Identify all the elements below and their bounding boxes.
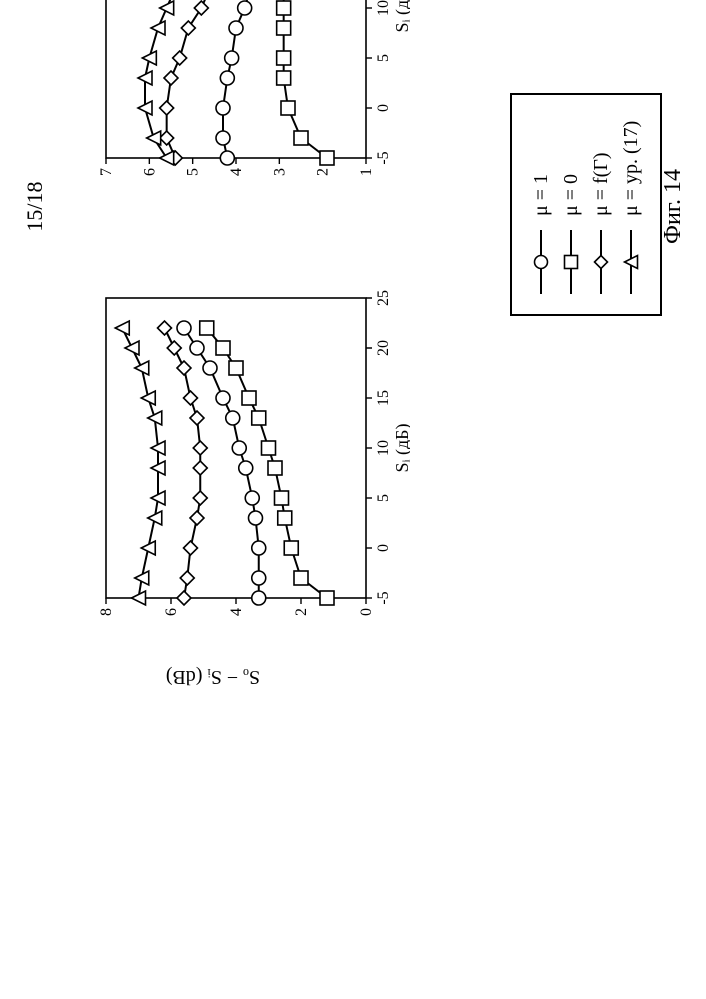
svg-text:3: 3 — [271, 168, 288, 176]
svg-text:15: 15 — [375, 390, 392, 406]
legend-label: μ = 0 — [560, 174, 583, 216]
legend-label: μ = f(Γ) — [590, 152, 613, 216]
legend: μ = 1 μ = 0 μ = f(Γ) μ = ур. (17) — [510, 93, 662, 316]
svg-text:7: 7 — [98, 168, 115, 176]
circle-icon — [530, 228, 552, 296]
svg-text:5: 5 — [375, 54, 392, 62]
svg-text:10: 10 — [375, 0, 392, 16]
legend-label: μ = ур. (17) — [620, 121, 643, 216]
page-number: 15/18 — [22, 0, 48, 706]
triangle-icon — [620, 228, 642, 296]
svg-text:0: 0 — [375, 544, 392, 552]
svg-text:6: 6 — [163, 608, 180, 616]
diamond-icon — [590, 228, 612, 296]
svg-text:0: 0 — [358, 608, 375, 616]
chart-right-svg: -505101520251234567Sᵢ (дБ) — [90, 0, 410, 206]
svg-text:8: 8 — [98, 608, 115, 616]
svg-text:4: 4 — [228, 168, 245, 176]
svg-text:6: 6 — [141, 168, 158, 176]
svg-text:1: 1 — [358, 168, 375, 176]
chart-left-svg: -5051015202502468Sᵢ (дБ) — [90, 286, 410, 646]
svg-text:-5: -5 — [375, 151, 392, 164]
legend-row: μ = 1 — [526, 121, 556, 296]
svg-text:-5: -5 — [375, 591, 392, 604]
svg-text:Sᵢ (дБ): Sᵢ (дБ) — [392, 0, 410, 32]
svg-text:4: 4 — [228, 608, 245, 616]
svg-text:2: 2 — [315, 168, 332, 176]
legend-row: μ = 0 — [556, 121, 586, 296]
charts-row: -5051015202502468Sᵢ (дБ) -50510152025123… — [90, 0, 410, 646]
svg-text:5: 5 — [185, 168, 202, 176]
svg-text:2: 2 — [293, 608, 310, 616]
svg-text:10: 10 — [375, 440, 392, 456]
square-icon — [560, 228, 582, 296]
legend-row: μ = f(Γ) — [586, 121, 616, 296]
svg-text:0: 0 — [375, 104, 392, 112]
svg-text:5: 5 — [375, 494, 392, 502]
chart-right: -505101520251234567Sᵢ (дБ) — [90, 0, 410, 206]
legend-row: μ = ур. (17) — [616, 121, 646, 296]
figure-caption: Фиг. 14 — [660, 0, 687, 706]
shared-y-axis-label: Sₒ − Sᵢ (dB) — [166, 665, 260, 688]
svg-text:25: 25 — [375, 290, 392, 306]
svg-text:Sᵢ (дБ): Sᵢ (дБ) — [392, 424, 410, 473]
svg-text:20: 20 — [375, 340, 392, 356]
chart-left: -5051015202502468Sᵢ (дБ) — [90, 286, 410, 646]
legend-label: μ = 1 — [530, 174, 553, 216]
